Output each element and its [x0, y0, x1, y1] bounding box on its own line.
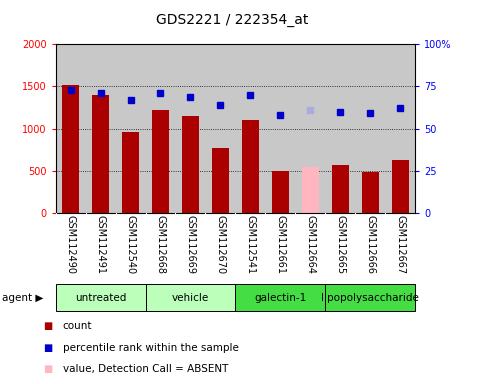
Text: GSM112668: GSM112668: [156, 215, 166, 274]
Bar: [362, 172, 379, 213]
Text: agent ▶: agent ▶: [2, 293, 44, 303]
Text: GDS2221 / 222354_at: GDS2221 / 222354_at: [156, 13, 308, 27]
Text: GSM112666: GSM112666: [366, 215, 375, 274]
Text: galectin-1: galectin-1: [255, 293, 307, 303]
Text: GSM112669: GSM112669: [185, 215, 196, 274]
Text: GSM112670: GSM112670: [215, 215, 226, 275]
Bar: [236, 284, 326, 311]
Text: GSM112540: GSM112540: [126, 215, 136, 275]
Bar: [56, 284, 145, 311]
Bar: [152, 110, 169, 213]
Text: GSM112667: GSM112667: [396, 215, 405, 275]
Bar: [326, 284, 415, 311]
Text: value, Detection Call = ABSENT: value, Detection Call = ABSENT: [63, 364, 228, 374]
Bar: [182, 116, 199, 213]
Text: GSM112664: GSM112664: [305, 215, 315, 274]
Text: GSM112661: GSM112661: [275, 215, 285, 274]
Text: ■: ■: [43, 364, 53, 374]
Text: lipopolysaccharide: lipopolysaccharide: [322, 293, 419, 303]
Bar: [212, 148, 229, 213]
Bar: [332, 164, 349, 213]
Text: GSM112490: GSM112490: [66, 215, 75, 274]
Text: untreated: untreated: [75, 293, 126, 303]
Bar: [302, 167, 319, 213]
Bar: [145, 284, 236, 311]
Text: GSM112491: GSM112491: [96, 215, 105, 274]
Text: count: count: [63, 321, 92, 331]
Bar: [272, 171, 289, 213]
Bar: [92, 95, 109, 213]
Bar: [242, 120, 259, 213]
Bar: [122, 132, 139, 213]
Text: GSM112665: GSM112665: [335, 215, 345, 275]
Text: ■: ■: [43, 343, 53, 353]
Text: ■: ■: [43, 321, 53, 331]
Bar: [62, 85, 79, 213]
Bar: [392, 161, 409, 213]
Text: GSM112541: GSM112541: [245, 215, 256, 275]
Text: vehicle: vehicle: [172, 293, 209, 303]
Text: percentile rank within the sample: percentile rank within the sample: [63, 343, 239, 353]
